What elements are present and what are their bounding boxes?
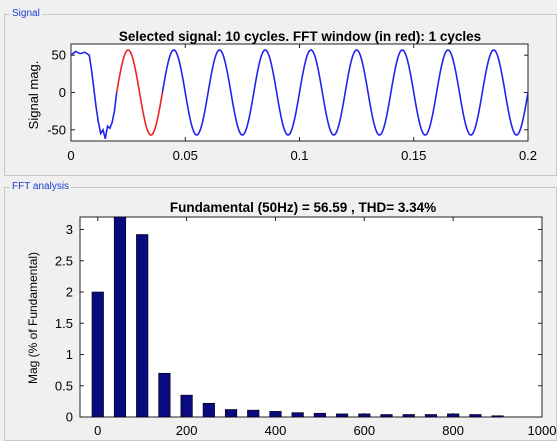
signal-panel [4, 14, 557, 176]
fft-panel-title: FFT analysis [10, 181, 72, 192]
fft-panel [4, 187, 557, 441]
signal-panel-title: Signal [10, 8, 42, 19]
